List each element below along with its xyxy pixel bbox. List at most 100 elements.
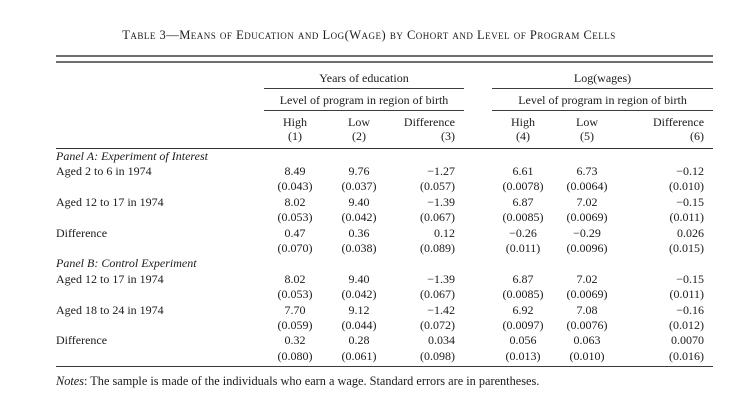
table-notes: Notes: The sample is made of the individ…: [56, 374, 716, 389]
cell-se: (0.0078): [502, 179, 544, 194]
subgroup-header-wages: Level of program in region of birth: [492, 88, 714, 111]
column-label: Difference: [403, 114, 455, 129]
column-number: (3): [441, 129, 455, 143]
cell-mean: 6.92: [512, 302, 534, 317]
data-row-mean: Aged 2 to 6 in 1974 8.49 9.76 −1.27 6.61 6.73…: [56, 164, 713, 179]
column-number: (4): [516, 129, 530, 143]
row-label: Difference: [56, 225, 108, 240]
cell-se: (0.0076): [566, 317, 608, 332]
cell-mean: 9.12: [348, 302, 370, 317]
cell-mean: 9.40: [348, 271, 370, 286]
cell-se: (0.0085): [502, 210, 544, 225]
column-header-high-4: High (4): [492, 110, 554, 149]
cell-se: (0.0096): [566, 240, 608, 255]
data-row-se: (0.059) (0.044) (0.072) (0.0097) (0.0076) (0.…: [56, 318, 713, 333]
column-label: Difference: [652, 114, 705, 129]
cell-mean: 6.61: [512, 163, 534, 178]
cell-se: (0.044): [341, 317, 377, 332]
cell-mean: 0.063: [573, 333, 601, 348]
cell-se: (0.0069): [566, 287, 608, 302]
column-gap: [464, 164, 492, 179]
cell-se: (0.072): [420, 317, 455, 332]
column-gap: [464, 88, 492, 110]
column-gap: [464, 195, 492, 210]
row-label-empty: [56, 241, 264, 256]
cell-mean: −1.39: [427, 271, 455, 286]
cell-mean: −1.39: [427, 194, 455, 209]
top-double-rule: [56, 55, 713, 63]
group-header-log-wages: Log(wages): [492, 62, 714, 89]
column-header-difference-3: Difference (3): [392, 110, 464, 149]
row-label: Aged 12 to 17 in 1974: [56, 271, 164, 286]
cell-se: (0.011): [669, 210, 705, 225]
column-gap: [464, 226, 492, 241]
row-label-empty: [56, 210, 264, 225]
cell-se: (0.0064): [566, 179, 608, 194]
table-title: Table 3—Means of Education and Log(Wage)…: [122, 28, 616, 42]
cell-mean: −0.15: [676, 271, 705, 286]
cell-mean: 6.87: [512, 194, 534, 209]
row-label-empty: [56, 287, 264, 302]
cell-mean: −0.26: [509, 225, 537, 240]
cell-se: (0.015): [669, 240, 705, 255]
row-label: Aged 2 to 6 in 1974: [56, 163, 152, 178]
column-number: (1): [288, 129, 302, 143]
cell-mean: 0.28: [348, 333, 370, 348]
data-row-mean: Difference 0.32 0.28 0.034 0.056 0.063 0.0070: [56, 333, 713, 348]
cell-mean: −0.15: [676, 194, 705, 209]
column-gap: [464, 303, 492, 318]
notes-label: Notes: [56, 374, 85, 388]
cell-mean: 0.47: [284, 225, 306, 240]
cell-mean: 6.87: [512, 271, 534, 286]
column-header-row: High (1) Low (2) Difference (3) High (4: [56, 110, 714, 149]
row-label: Aged 18 to 24 in 1974: [56, 302, 164, 317]
cell-se: (0.0097): [502, 317, 544, 332]
cell-mean: 0.12: [434, 225, 455, 240]
cell-mean: 7.02: [576, 271, 598, 286]
cell-se: (0.038): [341, 240, 377, 255]
column-label: Low: [348, 114, 370, 129]
data-row-mean: Difference 0.47 0.36 0.12 −0.26 −0.29 0.026: [56, 226, 713, 241]
column-gap: [464, 349, 492, 364]
cell-se: (0.057): [420, 179, 455, 194]
cell-mean: −1.42: [427, 302, 455, 317]
cell-se: (0.042): [341, 210, 377, 225]
bottom-rule: [56, 366, 713, 368]
cell-mean: 0.034: [428, 333, 455, 348]
column-gap: [464, 287, 492, 302]
column-label: High: [283, 114, 307, 129]
cell-mean: 0.36: [348, 225, 370, 240]
row-label-empty: [56, 318, 264, 333]
column-gap: [464, 110, 492, 149]
subgroup-header-row: Level of program in region of birth Leve…: [56, 88, 714, 111]
cell-mean: −1.27: [427, 163, 455, 178]
cell-se: (0.061): [341, 348, 377, 363]
cell-se: (0.037): [341, 179, 377, 194]
cell-mean: −0.12: [676, 163, 705, 178]
cell-se: (0.089): [420, 240, 455, 255]
cell-mean: −0.29: [573, 225, 601, 240]
column-gap: [464, 210, 492, 225]
panel-label: Panel A: Experiment of Interest: [56, 148, 208, 163]
cell-mean: 6.73: [576, 163, 598, 178]
cell-mean: 9.40: [348, 194, 370, 209]
data-row-mean: Aged 18 to 24 in 1974 7.70 9.12 −1.42 6.92 7.…: [56, 303, 713, 318]
column-header-low-5: Low (5): [554, 110, 620, 149]
data-row-se: (0.070) (0.038) (0.089) (0.011) (0.0096) (0.0…: [56, 241, 713, 256]
column-gap: [464, 272, 492, 287]
column-gap: [464, 63, 492, 89]
column-label: High: [511, 114, 535, 129]
data-row-se: (0.053) (0.042) (0.067) (0.0085) (0.0069) (0.…: [56, 287, 713, 302]
means-table: Years of education Log(wages) Level of p…: [56, 62, 714, 365]
stats-table: Years of education Log(wages) Level of p…: [56, 55, 714, 368]
row-label: Aged 12 to 17 in 1974: [56, 194, 164, 209]
panel-header-row: Panel A: Experiment of Interest: [56, 148, 713, 164]
cell-se: (0.012): [669, 317, 705, 332]
column-number: (6): [690, 129, 705, 143]
column-number: (2): [352, 129, 366, 143]
data-row-se: (0.053) (0.042) (0.067) (0.0085) (0.0069) (0.…: [56, 210, 713, 225]
group-header-row: Years of education Log(wages): [56, 62, 714, 89]
cell-se: (0.011): [505, 240, 541, 255]
cell-mean: 0.026: [677, 225, 705, 240]
